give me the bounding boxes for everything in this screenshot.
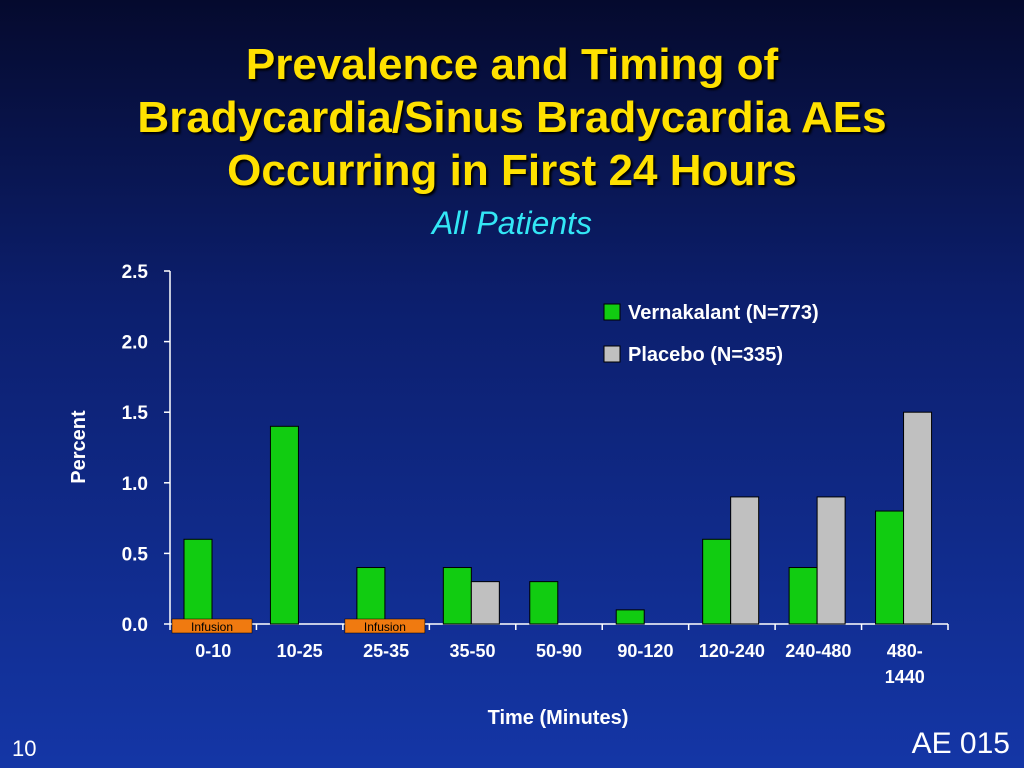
infusion-marker [171,618,253,634]
page-number: 10 [12,736,37,761]
y-axis-title: Percent [68,410,90,484]
x-tick-label: 0-10 [195,641,231,661]
slide-title: Prevalence and Timing of Bradycardia/Sin… [0,38,1024,197]
bar-vernakalant [356,567,386,625]
bar-vernakalant [183,538,213,625]
y-tick-label: 2.5 [122,262,149,283]
slide-subtitle: All Patients [431,205,593,241]
bar-placebo [470,581,500,625]
x-tick-label: 50-90 [536,641,582,661]
bar-placebo [903,411,933,625]
title-line-2: Bradycardia/Sinus Bradycardia AEs [137,93,887,142]
infusion-label: Infusion [191,620,233,634]
x-tick-label: 240-480 [785,641,851,661]
x-tick-label: 1440 [885,667,925,687]
slide-code: AE 015 [911,727,1010,760]
legend-swatch [603,303,621,321]
bar-vernakalant [442,567,472,625]
infusion-label: Infusion [364,620,406,634]
title-line-3: Occurring in First 24 Hours [227,146,797,195]
y-tick-label: 1.0 [122,474,148,495]
legend-label: Placebo (N=335) [628,344,783,366]
bar-vernakalant [875,510,905,625]
x-tick-label: 480- [887,641,923,661]
y-tick-label: 2.0 [122,333,148,354]
x-tick-label: 10-25 [277,641,323,661]
legend-label: Vernakalant (N=773) [628,302,819,324]
bar-vernakalant [788,567,818,625]
x-tick-label: 120-240 [699,641,765,661]
legend-swatch [603,345,621,363]
x-tick-label: 25-35 [363,641,409,661]
y-tick-label: 0.0 [122,615,148,636]
bar-vernakalant [615,609,645,625]
y-tick-label: 1.5 [122,403,149,424]
bar-placebo [816,496,846,625]
infusion-marker [344,618,426,634]
x-tick-label: 35-50 [450,641,496,661]
title-line-1: Prevalence and Timing of [245,40,779,89]
bar-vernakalant [269,425,299,625]
bar-placebo [730,496,760,625]
x-axis-title: Time (Minutes) [488,707,629,729]
y-tick-label: 0.5 [122,544,149,565]
bar-vernakalant [702,538,732,625]
bar-vernakalant [529,581,559,625]
x-tick-label: 90-120 [617,641,673,661]
